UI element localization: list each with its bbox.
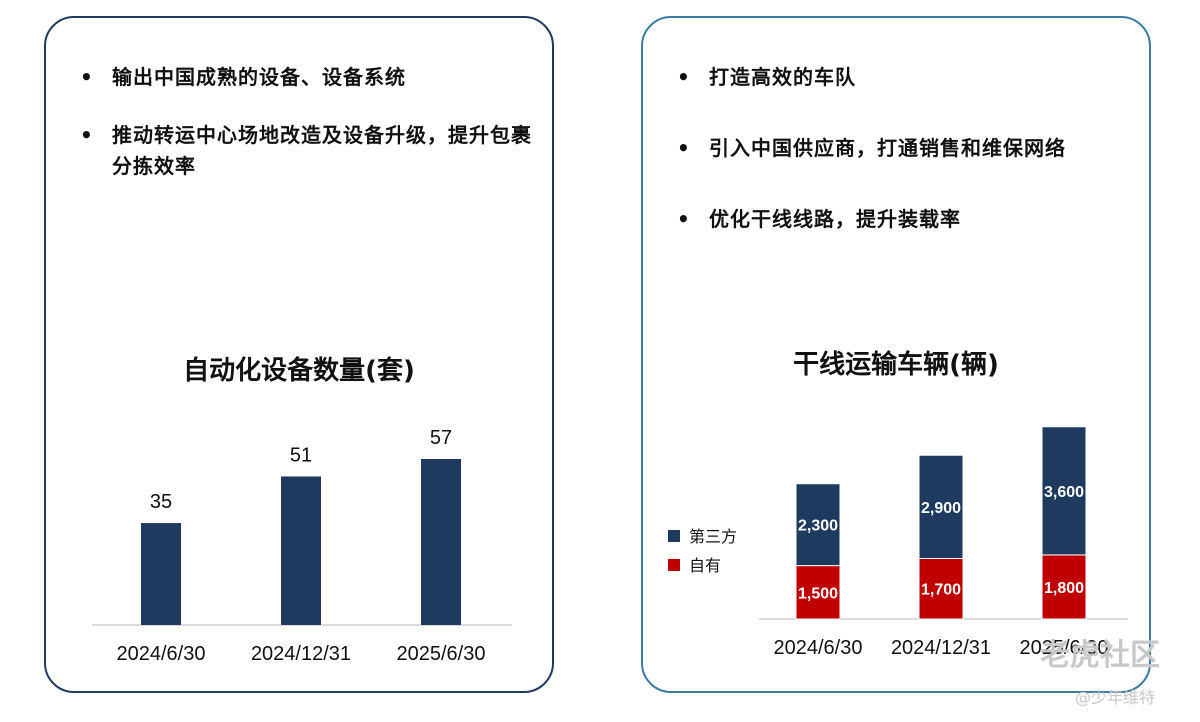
data-label-own-2: 1,800 xyxy=(1044,580,1084,597)
x-tick-label-2: 2025/6/30 xyxy=(1020,637,1109,659)
bar-1 xyxy=(281,476,321,625)
legend-swatch-own xyxy=(668,559,680,571)
data-label-2: 57 xyxy=(430,427,452,449)
x-tick-label-1: 2024/12/31 xyxy=(251,643,351,665)
data-label-third-party-0: 2,300 xyxy=(798,518,838,535)
bar-third-party-1 xyxy=(918,454,964,559)
data-label-own-1: 1,700 xyxy=(921,582,961,599)
data-label-third-party-1: 2,900 xyxy=(921,500,961,517)
chart-title-equipment: 自动化设备数量(套) xyxy=(183,356,415,386)
data-label-1: 51 xyxy=(290,444,312,466)
left-panel: 输出中国成熟的设备、设备系统 推动转运中心场地改造及设备升级，提升包裹分拣效率 … xyxy=(44,16,554,693)
x-tick-label-0: 2024/6/30 xyxy=(774,637,863,659)
equipment-bar-chart: 35 2024/6/30 51 2024/12/31 57 2025/6/30 xyxy=(92,427,512,665)
chart-title-vehicles: 干线运输车辆(辆) xyxy=(793,350,999,380)
vehicles-stacked-bar-chart: 1,500 2,300 2024/6/30 1,700 2,900 2024/12/31 1… xyxy=(668,426,1128,659)
left-bullet-1: 输出中国成熟的设备、设备系统 xyxy=(80,62,532,93)
right-bullet-2: 引入中国供应商，打通销售和维保网络 xyxy=(677,133,1066,164)
bar-2 xyxy=(421,458,461,625)
watermark-user: @少年维特 xyxy=(1075,688,1156,707)
right-bullet-list: 打造高效的车队 引入中国供应商，打通销售和维保网络 优化干线线路，提升装载率 xyxy=(677,62,1066,275)
data-label-own-0: 1,500 xyxy=(798,585,838,602)
data-label-third-party-2: 3,600 xyxy=(1044,484,1084,501)
x-tick-label-2: 2025/6/30 xyxy=(397,643,486,665)
bar-own-2 xyxy=(1041,554,1087,620)
right-bullet-3: 优化干线线路，提升装载率 xyxy=(677,204,1066,235)
legend-label-own: 自有 xyxy=(689,556,721,575)
bar-own-0 xyxy=(795,565,841,620)
x-tick-label-0: 2024/6/30 xyxy=(117,643,206,665)
legend-label-third-party: 第三方 xyxy=(689,527,737,546)
right-bullet-1: 打造高效的车队 xyxy=(677,62,1066,93)
right-panel: 打造高效的车队 引入中国供应商，打通销售和维保网络 优化干线线路，提升装载率 干… xyxy=(641,16,1151,693)
watermark-brand: 老虎社区 xyxy=(1040,638,1160,673)
bar-third-party-2 xyxy=(1041,426,1087,556)
legend-swatch-third-party xyxy=(668,530,680,542)
bar-0 xyxy=(141,523,181,625)
data-label-0: 35 xyxy=(150,491,172,513)
left-bullet-list: 输出中国成熟的设备、设备系统 推动转运中心场地改造及设备升级，提升包裹分拣效率 xyxy=(80,62,532,182)
left-bullet-2: 推动转运中心场地改造及设备升级，提升包裹分拣效率 xyxy=(80,120,532,182)
x-tick-label-1: 2024/12/31 xyxy=(891,637,991,659)
bar-third-party-0 xyxy=(795,483,841,567)
